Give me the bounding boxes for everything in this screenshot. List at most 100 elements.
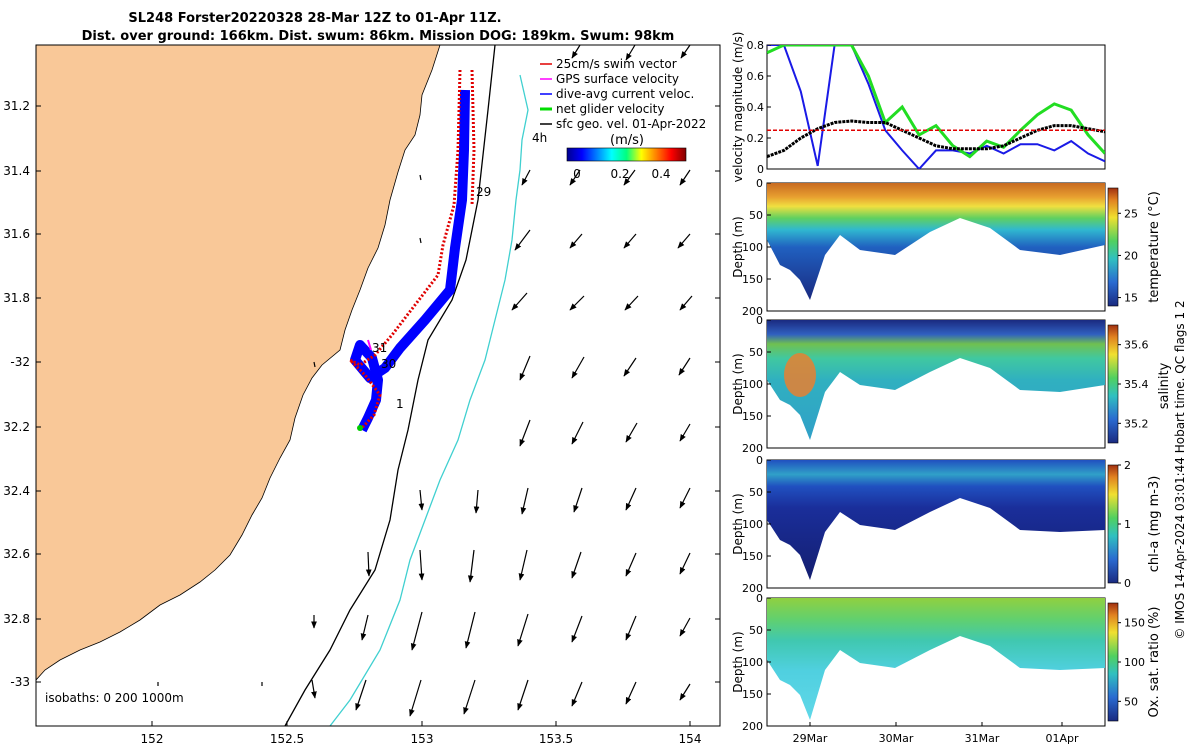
map-y-tick-label: -32 [10,355,30,369]
annotation-4h: 4h [532,131,547,145]
depth-tick-label: 0 [756,177,763,190]
depth-tick-label: 150 [742,273,763,286]
salinity-cblabel: salinity [1157,362,1172,409]
salinity-ylabel: Depth (m) [731,353,745,414]
colorbar-tick-label: 1 [1124,518,1131,531]
time-tick-label: 30Mar [879,732,914,745]
map-y-tick-label: 31.2 [3,99,30,113]
colorbar-tick-label: 50 [1124,695,1138,708]
annotation-29: 29 [476,185,491,199]
depth-tick-label: 0 [756,314,763,327]
depth-tick-label: 150 [742,410,763,423]
legend-net: net glider velocity [556,102,664,116]
map-y-tick-label: 32.4 [3,484,30,498]
depth-tick-label: 150 [742,550,763,563]
depth-tick-label: 0 [756,454,763,467]
legend-swim: 25cm/s swim vector [556,57,677,71]
salinity-colorbar [1107,324,1119,444]
colorbar-tick: 0.2 [610,167,629,181]
time-tick-label: 31Mar [965,732,1000,745]
temperature-colorbar [1107,187,1119,307]
colorbar-tick-label: 15 [1124,292,1138,305]
temperature-heatmap [767,183,1105,300]
map-y-tick-label: 32.6 [3,547,30,561]
oxygen-colorbar [1107,602,1119,722]
velocity-tick-label: 0.4 [747,101,765,114]
velocity-ylabel: velocity magnitude (m/s) [731,32,745,183]
colorbar-tick-label: 25 [1124,207,1138,220]
colorbar-tick-label: 35.6 [1124,339,1149,352]
legend-sfc: sfc geo. vel. 01-Apr-2022 [556,117,706,131]
depth-tick-label: 50 [749,486,763,499]
velocity-tick-label: 0.8 [747,39,765,52]
colorbar-tick-label: 0 [1124,577,1131,590]
map-y-tick-label: 31.6 [3,227,30,241]
sfc-velocity-arrows [157,45,693,717]
copyright-note: © IMOS 14-Apr-2024 03:01:44 Hobart time.… [1173,300,1187,639]
land-area [36,45,441,681]
colorbar-tick-label: 20 [1124,249,1138,262]
velocity-tick-label: 0 [757,163,764,176]
velocity-series-line [767,45,1105,159]
velocity-lines [767,45,1105,169]
temperature-ylabel: Depth (m) [731,216,745,277]
time-tick-label: 01Apr [1045,732,1079,745]
depth-tick-label: 0 [756,592,763,605]
isobath-1000m [329,74,529,726]
oxygen-ylabel: Depth (m) [731,631,745,692]
depth-tick-label: 200 [742,442,763,455]
colorbar-tick: 0.4 [651,167,670,181]
depth-tick-label: 200 [742,582,763,595]
depth-tick-label: 100 [742,378,763,391]
colorbar-tick-label: 100 [1124,656,1145,669]
velocity-ticks: 0 0.2 0.4 0.6 0.8 [747,39,771,176]
annotation-1: 1 [396,397,404,411]
colorbar-label: (m/s) [610,133,644,148]
track-red [348,69,462,432]
depth-tick-label: 50 [749,624,763,637]
velocity-series-line [767,119,1105,159]
velocity-tick-label: 0.6 [747,70,765,83]
oxygen-cblabel: Ox. sat. ratio (%) [1147,607,1162,718]
velocity-tick-label: 0.2 [747,132,765,145]
velocity-panel: 0 0.2 0.4 0.6 0.8 velocity magnitude (m/s) [731,32,1106,183]
legend-gps: GPS surface velocity [556,72,679,86]
map-x-ticks: 152 152.5 153 153.5 154 [141,721,702,746]
depth-tick-label: 50 [749,209,763,222]
colorbar-tick-label: 2 [1124,459,1131,472]
depth-tick-label: 100 [742,518,763,531]
section-chla: Depth (m) chl-a (mg m-3) 0 50 100 150 200 0 1 2 [731,454,1162,595]
title-line2: Dist. over ground: 166km. Dist. swum: 86… [82,29,675,44]
temperature-cblabel: temperature (°C) [1147,191,1162,303]
colorbar-tick: 0 [573,167,581,181]
section-temperature: Depth (m) temperature (°C) 0 50 100 150 200 1… [731,177,1162,318]
section-salinity: Depth (m) salinity 0 50 100 150 200 35.2 35.4 3… [731,314,1172,455]
section-oxygen: Depth (m) Ox. sat. ratio (%) 0 50 100 150 20… [731,592,1162,745]
legend-dive: dive-avg current veloc. [556,87,694,101]
map-x-tick-label: 152 [141,732,164,746]
isobaths-label: isobaths: 0 200 1000m [45,691,184,705]
depth-tick-label: 50 [749,346,763,359]
map-x-tick-label: 152.5 [270,732,304,746]
colorbar-tick-label: 35.4 [1124,378,1149,391]
map-x-tick-label: 153 [411,732,434,746]
map-colorbar [566,147,687,162]
map-y-ticks: 31.2 31.4 31.6 31.8 -32 32.2 32.4 32.6 32.8 -33 [3,99,720,689]
oxygen-heatmap [767,598,1105,720]
depth-tick-label: 200 [742,305,763,318]
annotation-30: 30 [381,357,396,371]
map-x-tick-label: 154 [679,732,702,746]
annotation-31: 31 [372,341,387,355]
map-y-tick-label: 31.4 [3,164,30,178]
salinity-heatmap [767,320,1105,440]
map-x-tick-label: 153.5 [539,732,573,746]
depth-tick-label: 100 [742,241,763,254]
map-y-tick-label: 32.8 [3,612,30,626]
map-y-tick-label: 31.8 [3,291,30,305]
colorbar-tick-label: 150 [1124,617,1145,630]
map-legend: 25cm/s swim vector GPS surface velocity … [540,57,706,181]
depth-tick-label: 150 [742,688,763,701]
map-y-tick-label: 32.2 [3,420,30,434]
time-tick-label: 29Mar [793,732,828,745]
